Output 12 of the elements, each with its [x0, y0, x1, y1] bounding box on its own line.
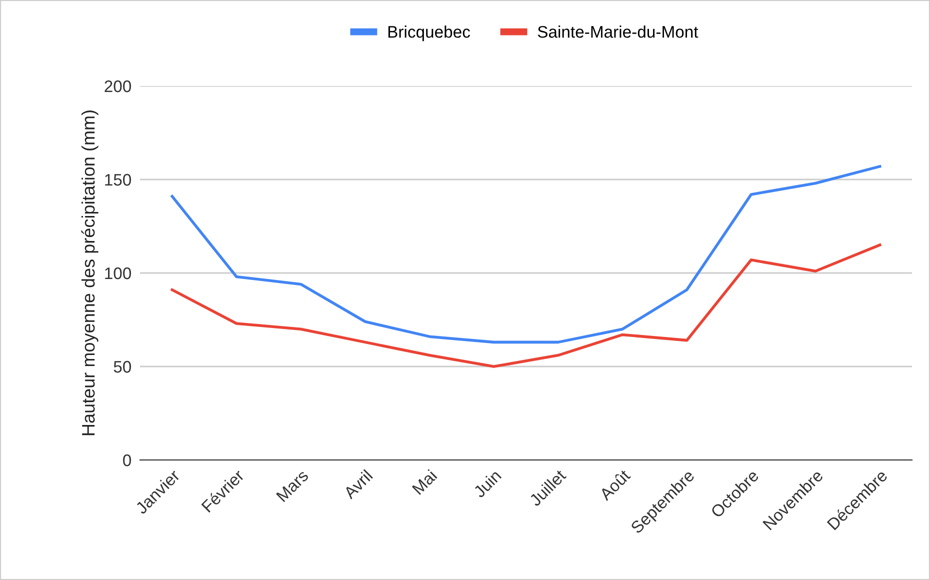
y-tick-label: 150: [105, 174, 132, 186]
y-axis-title: Hauteur moyenne des précipitation (mm): [81, 110, 98, 436]
y-tick-label: 50: [114, 360, 132, 373]
x-tick-label: Mai: [411, 469, 438, 496]
line-series: [170, 165, 882, 344]
x-tick-label: Juin: [472, 469, 502, 498]
y-tick-label: 0: [123, 454, 132, 466]
legend-label: Sainte-Marie-du-Mont: [538, 26, 698, 38]
y-tick-label: 100: [105, 267, 132, 280]
y-tick-label: 200: [104, 80, 132, 92]
legend-label: Bricquebec: [388, 26, 470, 42]
line-series: [170, 244, 882, 368]
